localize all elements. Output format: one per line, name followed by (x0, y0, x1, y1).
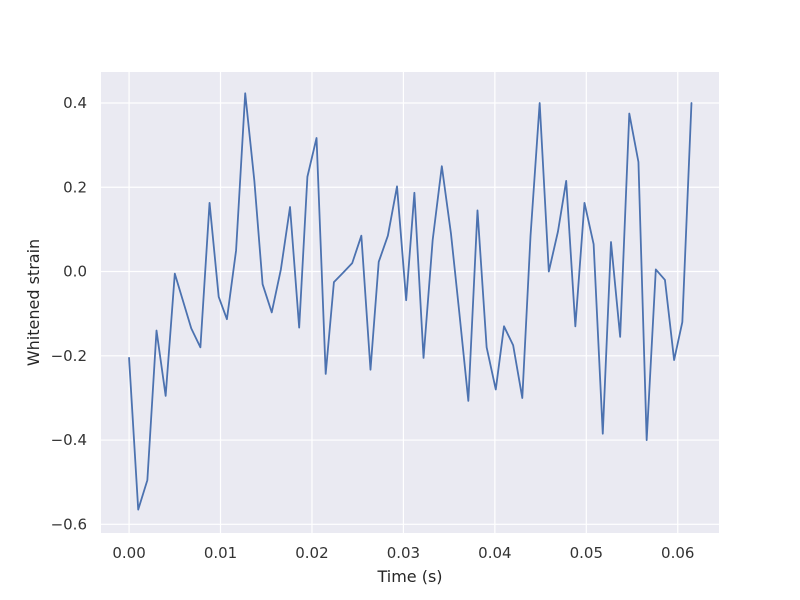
x-tick-label: 0.03 (387, 544, 420, 562)
y-tick-label: −0.6 (51, 515, 87, 533)
x-axis-label: Time (s) (376, 567, 442, 586)
y-tick-label: −0.4 (51, 431, 87, 449)
y-tick-label: 0.4 (63, 94, 87, 112)
y-axis-label: Whitened strain (24, 239, 43, 366)
x-tick-label: 0.04 (478, 544, 511, 562)
y-tick-label: −0.2 (51, 347, 87, 365)
x-tick-label: 0.00 (112, 544, 145, 562)
x-tick-label: 0.01 (204, 544, 237, 562)
plot-background (101, 72, 719, 533)
x-tick-label: 0.06 (661, 544, 694, 562)
x-tick-label: 0.02 (295, 544, 328, 562)
series-line (128, 92, 693, 511)
y-tick-label: 0.0 (63, 263, 87, 281)
y-tick-labels: −0.6 −0.4 −0.2 0.0 0.2 0.4 (51, 94, 87, 533)
series-layer (128, 92, 693, 511)
grid (101, 72, 719, 533)
y-tick-label: 0.2 (63, 178, 87, 196)
x-tick-labels: 0.00 0.01 0.02 0.03 0.04 0.05 0.06 (112, 544, 694, 562)
x-tick-label: 0.05 (570, 544, 603, 562)
